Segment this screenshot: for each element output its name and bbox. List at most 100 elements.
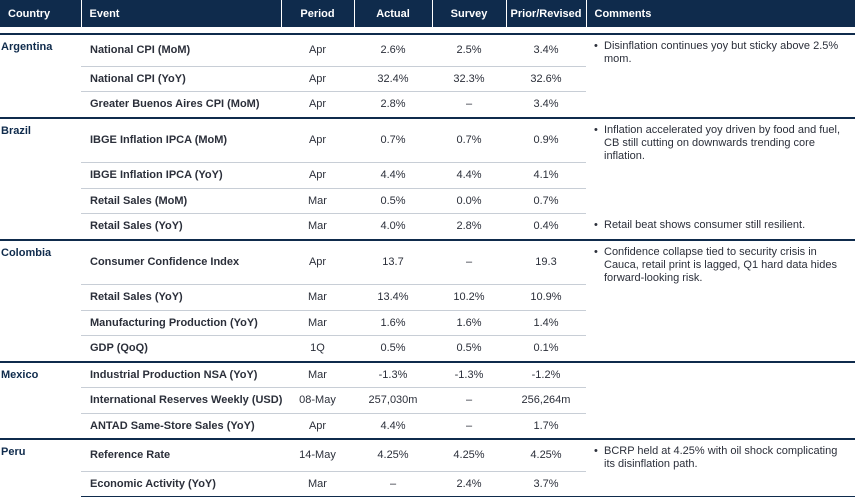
table-row: Manufacturing Production (YoY) Mar 1.6% 1.6… (0, 309, 855, 336)
period-cell: 14-May (281, 438, 354, 471)
actual-cell: 13.7 (354, 238, 432, 285)
survey-cell: 2.8% (432, 213, 506, 240)
event-cell: IBGE Inflation IPCA (YoY) (81, 162, 281, 188)
period-cell: Apr (281, 238, 354, 285)
period-cell: Apr (281, 162, 354, 188)
prior-revised-cell: -1.2% (506, 360, 586, 388)
event-cell: Greater Buenos Aires CPI (MoM) (81, 91, 281, 118)
actual-cell: 0.5% (354, 335, 432, 362)
actual-cell: -1.3% (354, 360, 432, 388)
actual-cell: 1.6% (354, 309, 432, 336)
period-cell: Mar (281, 187, 354, 214)
comment-bullet: • BCRP held at 4.25% with oil shock compl… (594, 440, 851, 471)
actual-cell: 4.25% (354, 438, 432, 471)
comment-bullet: • Disinflation continues yoy but sticky a… (594, 35, 851, 66)
table-row: Greater Buenos Aires CPI (MoM) Apr 2.8% –3.… (0, 91, 855, 118)
survey-cell: 4.4% (432, 162, 506, 188)
survey-cell: 2.5% (432, 33, 506, 66)
prior-revised-cell: 0.4% (506, 213, 586, 240)
table-row: Colombia Consumer Confidence Index Apr 13.7… (0, 238, 855, 362)
event-cell: Manufacturing Production (YoY) (81, 309, 281, 336)
actual-cell: 0.7% (354, 116, 432, 163)
period-cell: Mar (281, 213, 354, 240)
period-cell: Mar (281, 284, 354, 310)
prior-revised-cell: 19.3 (506, 238, 586, 285)
bullet-icon: • (594, 123, 598, 136)
event-cell: Consumer Confidence Index (81, 238, 281, 285)
header-event: Event (81, 0, 282, 27)
survey-cell: 0.5% (432, 335, 506, 362)
actual-cell: 4.0% (354, 213, 432, 240)
country-cell: Colombia (0, 238, 81, 362)
table-row: ANTAD Same-Store Sales (YoY) Apr 4.4% –1.7% (0, 412, 855, 439)
comment-cell: • Retail beat shows consumer still resili… (586, 214, 855, 240)
survey-cell: -1.3% (432, 360, 506, 388)
prior-revised-cell: 32.6% (506, 65, 586, 92)
period-cell: Apr (281, 91, 354, 118)
event-cell: National CPI (YoY) (81, 65, 281, 92)
comment-cell (586, 388, 855, 414)
actual-cell: 2.8% (354, 91, 432, 118)
actual-cell: 32.4% (354, 65, 432, 92)
survey-cell: 2.4% (432, 470, 506, 497)
comment-bullet: • Retail beat shows consumer still resili… (594, 214, 851, 232)
table-row: Mexico Industrial Production NSA (YoY) Mar… (0, 360, 855, 439)
event-cell: Retail Sales (YoY) (81, 284, 281, 310)
period-cell: Apr (281, 412, 354, 439)
comment-cell: • BCRP held at 4.25% with oil shock compl… (586, 438, 855, 471)
survey-cell: 32.3% (432, 65, 506, 92)
period-cell: 1Q (281, 335, 354, 362)
table-row: Retail Sales (YoY) Mar 4.0% 2.8% 0.4% • Retail… (0, 213, 855, 240)
prior-revised-cell: 0.1% (506, 335, 586, 362)
comment-bullet: • Confidence collapse tied to security cr… (594, 241, 851, 285)
actual-cell: 4.4% (354, 412, 432, 439)
prior-revised-cell: 1.7% (506, 412, 586, 439)
country-cell: Argentina (0, 33, 81, 118)
comment-cell (586, 188, 855, 214)
header-period: Period (281, 0, 355, 27)
table-row: IBGE Inflation IPCA (YoY) Apr 4.4% 4.4% 4.1% (0, 162, 855, 188)
comment-cell (586, 66, 855, 92)
header-row: Country Event Period Actual Survey Prior… (0, 0, 855, 27)
actual-cell: 4.4% (354, 162, 432, 188)
comment-cell (586, 471, 855, 497)
period-cell: Mar (281, 470, 354, 497)
comment-cell (586, 310, 855, 336)
event-cell: Industrial Production NSA (YoY) (81, 360, 281, 388)
prior-revised-cell: 1.4% (506, 309, 586, 336)
bullet-icon: • (594, 445, 598, 457)
survey-cell: 0.0% (432, 187, 506, 214)
prior-revised-cell: 3.4% (506, 91, 586, 118)
comment-text: BCRP held at 4.25% with oil shock compli… (604, 445, 838, 470)
table-row: National CPI (YoY) Apr 32.4% 32.3% 32.6% (0, 65, 855, 92)
event-cell: ANTAD Same-Store Sales (YoY) (81, 412, 281, 439)
header-survey: Survey (432, 0, 507, 27)
prior-revised-cell: 10.9% (506, 284, 586, 310)
comment-text: Retail beat shows consumer still resilie… (604, 218, 806, 231)
event-cell: IBGE Inflation IPCA (MoM) (81, 116, 281, 163)
survey-cell: – (432, 412, 506, 439)
header-comments: Comments (586, 0, 855, 27)
period-cell: Mar (281, 309, 354, 336)
period-cell: Mar (281, 360, 354, 388)
country-cell: Peru (0, 438, 81, 497)
actual-cell: – (354, 470, 432, 497)
event-cell: Reference Rate (81, 438, 281, 471)
comment-cell (586, 336, 855, 362)
comment-text: Inflation accelerated yoy driven by food… (604, 123, 841, 162)
comment-cell (586, 413, 855, 439)
actual-cell: 0.5% (354, 187, 432, 214)
comment-cell (586, 360, 855, 388)
bullet-icon: • (594, 40, 598, 52)
country-cell: Mexico (0, 360, 81, 439)
comment-cell (586, 285, 855, 311)
survey-cell: 10.2% (432, 284, 506, 310)
table-row: Brazil IBGE Inflation IPCA (MoM) Apr 0.7% 0.… (0, 116, 855, 240)
survey-cell: 0.7% (432, 116, 506, 163)
comment-text: Disinflation continues yoy but sticky ab… (604, 40, 839, 65)
survey-cell: 1.6% (432, 309, 506, 336)
event-cell: GDP (QoQ) (81, 335, 281, 362)
prior-revised-cell: 256,264m (506, 387, 586, 413)
period-cell: Apr (281, 116, 354, 163)
prior-revised-cell: 4.1% (506, 162, 586, 188)
